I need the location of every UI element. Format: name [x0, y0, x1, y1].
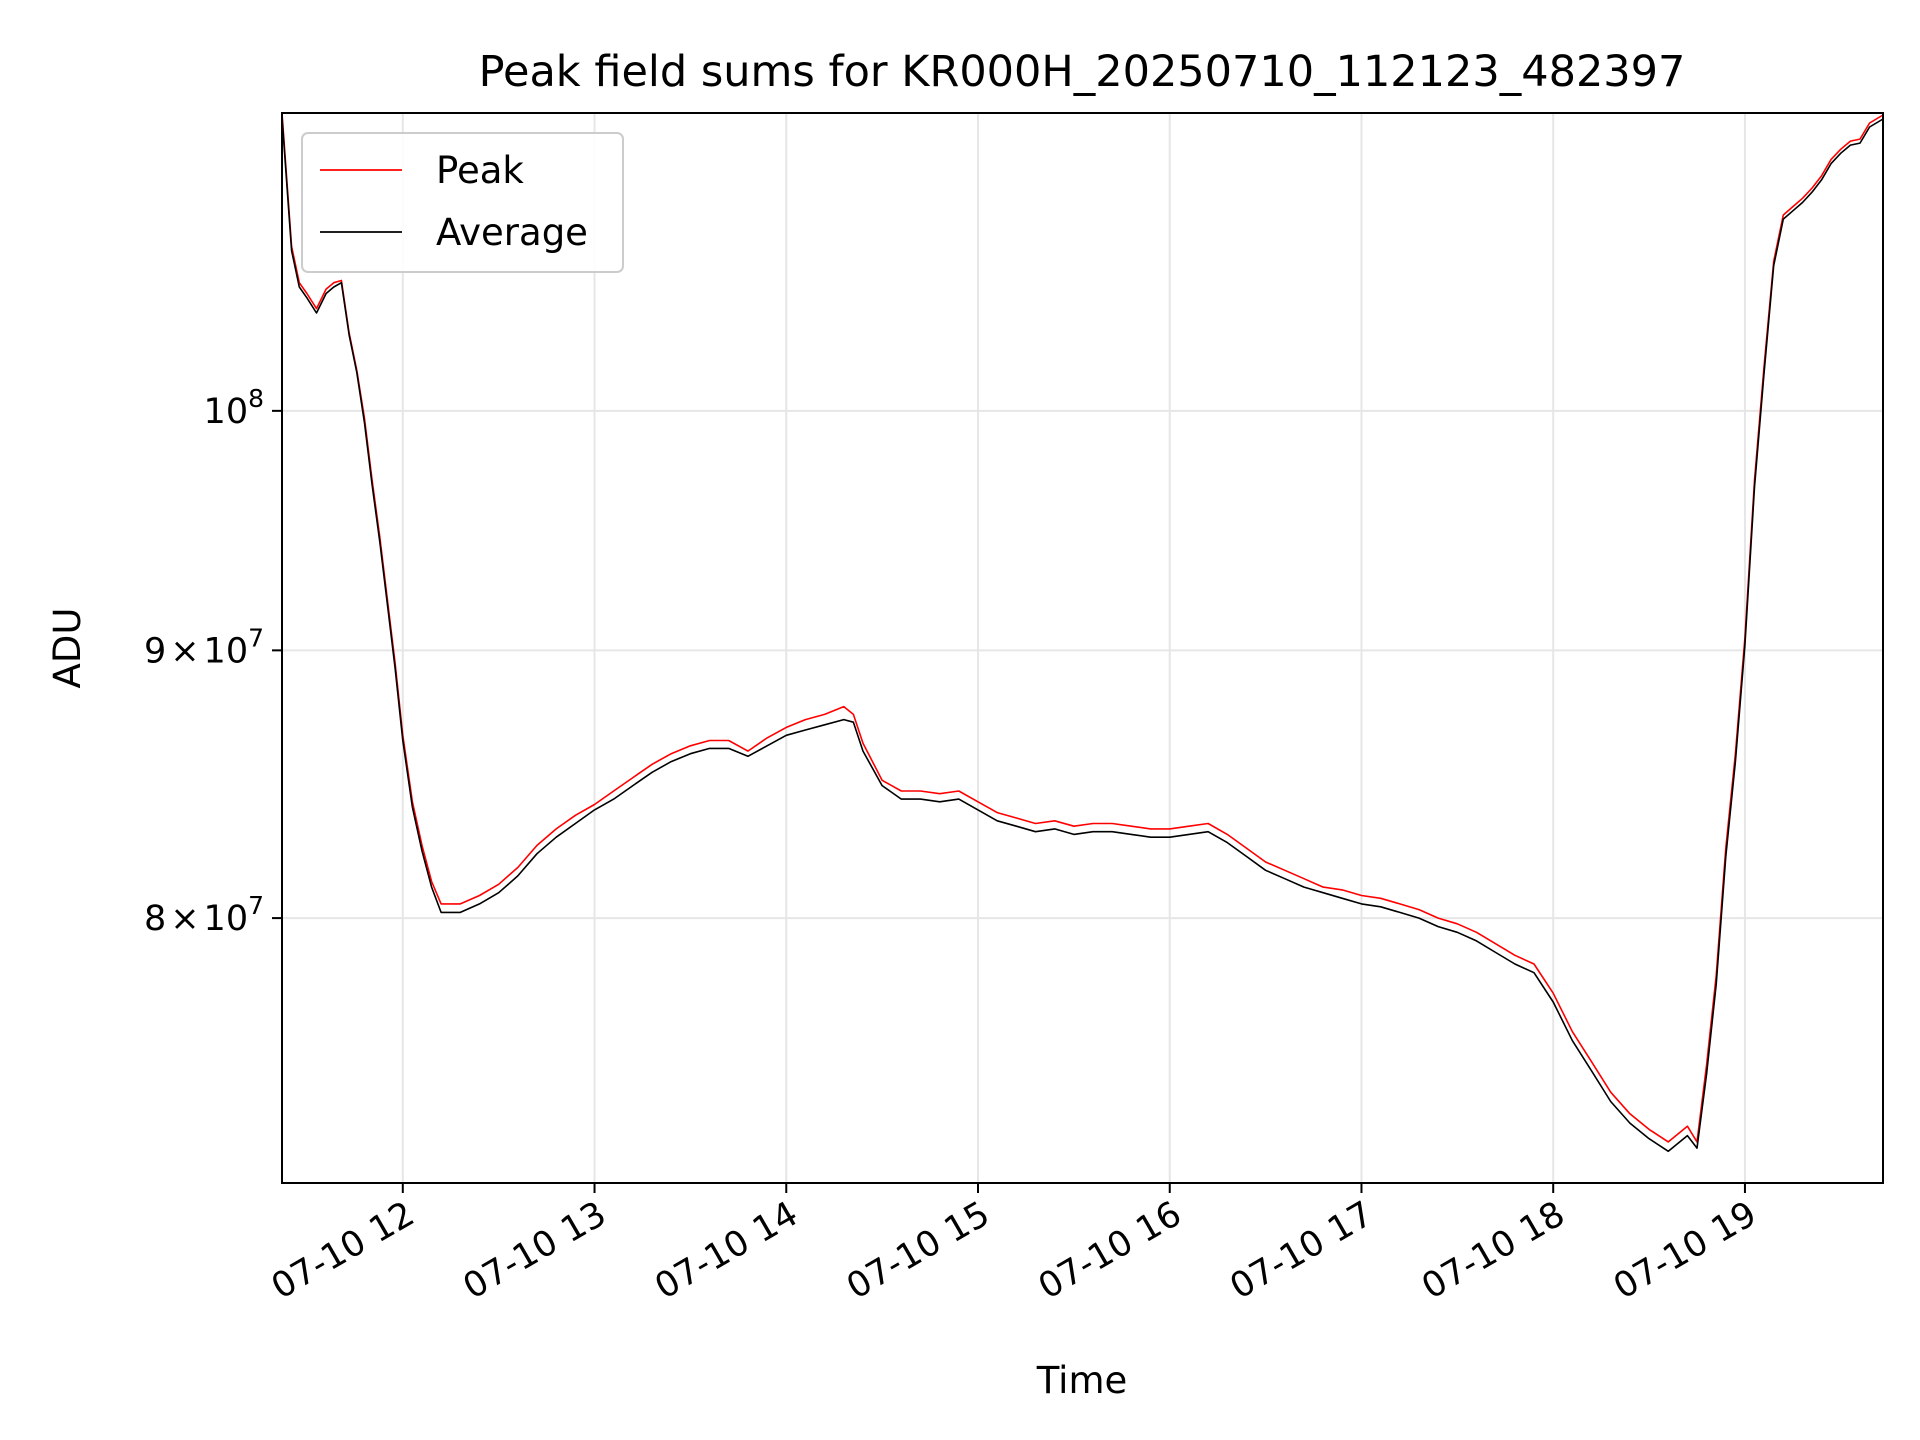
- y-tick-label: 8 × 107: [144, 891, 264, 939]
- chart-title: Peak field sums for KR000H_20250710_1121…: [479, 47, 1686, 97]
- y-axis: 8 × 107 9 × 107 108: [144, 384, 282, 939]
- legend-box: [301, 132, 624, 273]
- y-axis-label: ADU: [46, 608, 89, 689]
- legend: Peak Average: [301, 132, 624, 273]
- y-tick-label: 9 × 107: [144, 623, 264, 671]
- legend-label-peak: Peak: [436, 149, 524, 192]
- y-tick-label: 108: [204, 384, 264, 432]
- plot-frame: [281, 112, 1884, 1184]
- series-layer: [282, 113, 1883, 1153]
- x-axis-label: Time: [1036, 1359, 1128, 1402]
- series-line-average: [282, 116, 1883, 1153]
- legend-label-average: Average: [436, 211, 588, 254]
- grid: [282, 113, 1883, 1183]
- series-line-peak: [282, 113, 1883, 1143]
